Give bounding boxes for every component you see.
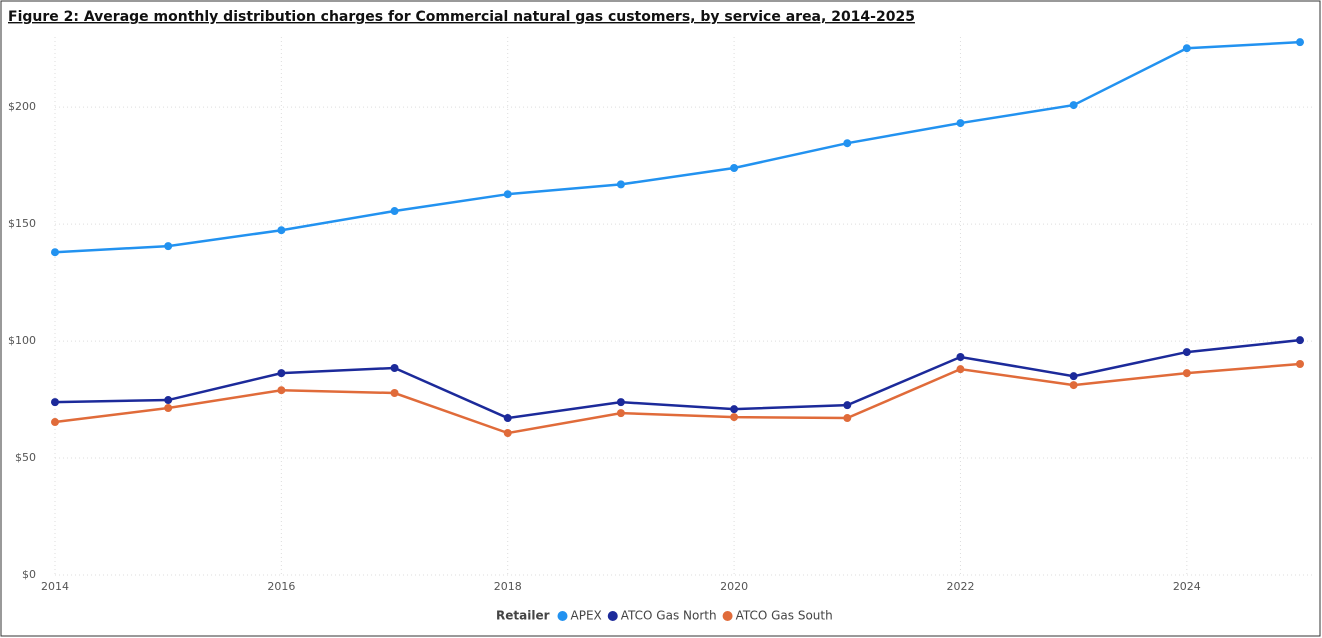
y-tick-label: $50 xyxy=(15,451,36,464)
x-tick-label: 2022 xyxy=(946,580,974,593)
data-point xyxy=(277,226,286,235)
x-tick-label: 2020 xyxy=(720,580,748,593)
data-point xyxy=(1296,38,1304,47)
data-point xyxy=(730,405,739,414)
x-tick-label: 2014 xyxy=(41,580,69,593)
data-point xyxy=(390,207,399,216)
data-point xyxy=(51,418,59,427)
chart-title: Figure 2: Average monthly distribution c… xyxy=(8,9,915,25)
data-point xyxy=(730,413,739,422)
legend-label: APEX xyxy=(571,609,602,623)
legend-label: ATCO Gas South xyxy=(736,609,833,623)
data-point xyxy=(164,403,173,412)
data-point xyxy=(1296,336,1304,345)
data-point xyxy=(390,363,399,372)
data-point xyxy=(616,180,625,189)
y-tick-label: $0 xyxy=(22,568,36,581)
legend-title: Retailer xyxy=(496,609,550,623)
y-tick-label: $100 xyxy=(8,334,36,347)
series-line xyxy=(54,40,1301,254)
data-point xyxy=(956,352,965,361)
data-point xyxy=(843,401,852,410)
data-point xyxy=(277,369,286,378)
data-point xyxy=(164,242,173,251)
y-tick-label: $150 xyxy=(8,217,36,230)
data-point xyxy=(616,398,625,407)
data-point xyxy=(1069,101,1078,110)
data-point xyxy=(390,389,399,398)
data-point xyxy=(503,414,512,423)
series-line xyxy=(54,362,1301,435)
data-point xyxy=(51,398,59,407)
x-tick-label: 2016 xyxy=(267,580,295,593)
data-point xyxy=(956,365,965,374)
data-point xyxy=(956,119,965,128)
data-point xyxy=(843,139,852,148)
series-line xyxy=(54,338,1301,420)
x-tick-label: 2018 xyxy=(494,580,522,593)
legend-marker xyxy=(722,611,733,621)
data-point xyxy=(1182,44,1191,53)
data-point xyxy=(1296,360,1304,369)
data-point xyxy=(1182,369,1191,378)
data-point xyxy=(1182,348,1191,357)
data-point xyxy=(164,396,173,405)
data-point xyxy=(503,429,512,438)
y-tick-label: $200 xyxy=(8,100,36,113)
x-tick-label: 2024 xyxy=(1173,580,1201,593)
data-point xyxy=(1069,381,1078,390)
legend-marker xyxy=(607,611,618,621)
data-point xyxy=(730,163,739,172)
data-point xyxy=(843,414,852,423)
data-point xyxy=(277,386,286,395)
data-point xyxy=(1069,372,1078,381)
legend-marker xyxy=(557,611,568,621)
legend-label: ATCO Gas North xyxy=(621,609,717,623)
data-point xyxy=(503,190,512,199)
data-point xyxy=(51,248,59,257)
data-point xyxy=(616,409,625,418)
